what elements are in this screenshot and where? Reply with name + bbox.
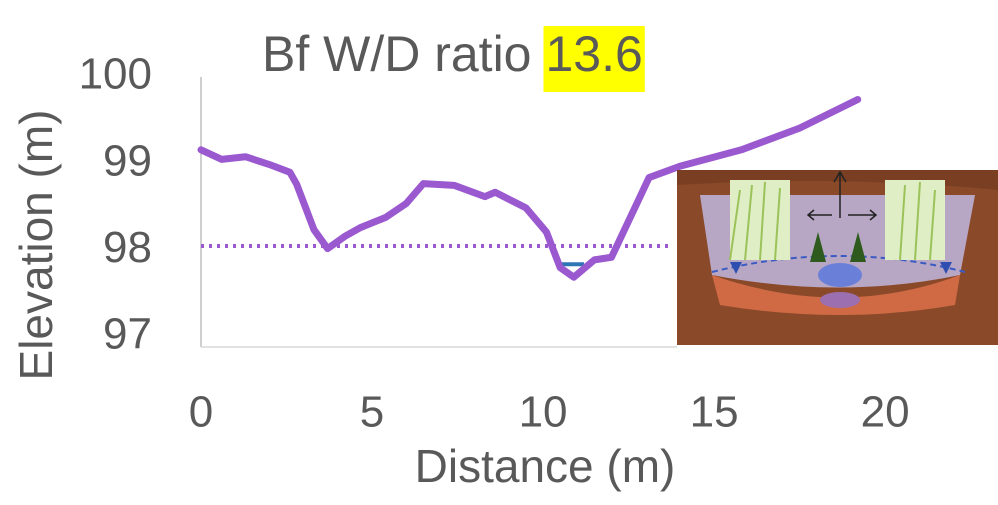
y-tick-label: 97 [103, 310, 152, 359]
y-axis-label: Elevation (m) [10, 110, 62, 381]
chart-title-highlight: 13.6 [545, 26, 642, 82]
x-tick-label: 20 [861, 388, 910, 437]
y-tick-label: 99 [103, 136, 152, 185]
chart-title: Bf W/D ratio [262, 26, 531, 82]
x-tick-label: 15 [690, 388, 739, 437]
x-tick-label: 10 [519, 388, 568, 437]
x-tick-label: 0 [189, 388, 213, 437]
y-tick-label: 98 [103, 223, 152, 272]
chart: Bf W/D ratio 13.6 Elevation (m) Distance… [0, 0, 998, 505]
x-axis-label: Distance (m) [415, 440, 676, 492]
x-tick-label: 5 [360, 388, 384, 437]
channel-illustration [677, 170, 998, 345]
y-tick-label: 100 [79, 50, 152, 99]
